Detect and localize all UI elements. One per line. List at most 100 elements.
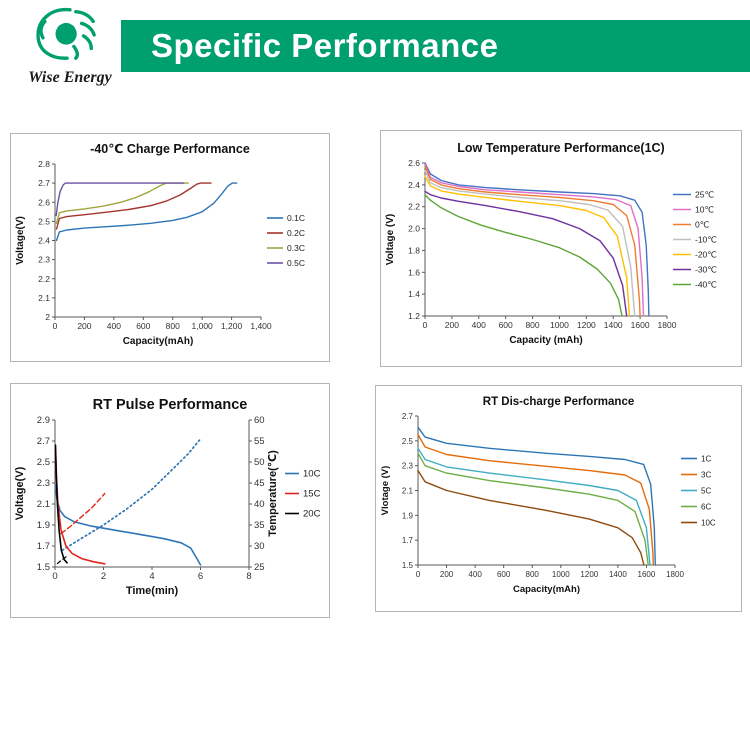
x-tick-label: 800	[526, 570, 540, 579]
y-tick-label: 2.5	[37, 457, 50, 468]
chart-panel-rt-discharge: RT Dis-charge Performance 0 200 400 600 800 10…	[375, 385, 742, 612]
y-tick-label: 2.7	[38, 178, 50, 188]
x-tick-label: 1800	[666, 570, 684, 579]
x-tick-label: 0	[423, 320, 428, 330]
series-line-3C	[417, 433, 654, 566]
x-tick-label: 800	[525, 320, 539, 330]
y-tick-label: 2.8	[38, 159, 50, 169]
x-tick-label: 1,000	[192, 321, 214, 331]
legend-label: 0.5C	[287, 258, 305, 268]
x-tick-label: 200	[77, 321, 91, 331]
x-tick-label: 400	[472, 320, 486, 330]
y-tick-label: 1.7	[402, 536, 414, 545]
x-tick-label: 4	[149, 571, 154, 582]
legend-label: 20C	[303, 509, 321, 520]
logo: Wise Energy	[14, 4, 126, 87]
legend-label: 0.3C	[287, 243, 305, 253]
legend-label: 10C	[303, 469, 321, 480]
y-tick-label: 1.6	[408, 267, 420, 277]
x-tick-label: 1600	[631, 320, 650, 330]
x-axis-label: Capacity (mAh)	[509, 335, 582, 346]
x-tick-label: 1400	[609, 570, 627, 579]
x-tick-label: 1200	[580, 570, 598, 579]
x-tick-label: 1600	[638, 570, 656, 579]
x-tick-label: 8	[246, 571, 251, 582]
legend-label: 10℃	[695, 205, 714, 215]
legend-label: -30℃	[695, 265, 717, 275]
x-tick-label: 6	[198, 571, 203, 582]
y-tick-label: 2.5	[38, 216, 50, 226]
y-tick-label: 2.3	[402, 462, 414, 471]
series-line-20C-temp	[56, 555, 68, 565]
y-tick-label: 2.4	[408, 180, 420, 190]
y2-tick-label: 25	[254, 562, 265, 573]
legend-label: 25℃	[695, 190, 714, 200]
y-tick-label: 2.7	[37, 436, 50, 447]
series-line-10C	[54, 484, 202, 566]
series-line-6C	[417, 452, 649, 566]
lowtemp-figure: Low Temperature Performance(1C) 0 200 400 60…	[385, 141, 717, 346]
discharge-figure: RT Dis-charge Performance 0 200 400 600 800 10…	[380, 396, 716, 595]
y-tick-label: 2.6	[408, 158, 420, 168]
y2-tick-label: 35	[254, 520, 265, 531]
y2-tick-label: 60	[254, 415, 265, 426]
page-title: Specific Performance	[151, 27, 499, 64]
y-tick-label: 1.8	[408, 245, 420, 255]
series-line-0℃	[424, 165, 641, 317]
x-tick-label: 0	[416, 570, 421, 579]
title-banner: Specific Performance	[121, 20, 750, 72]
y-tick-label: 1.7	[37, 541, 50, 552]
x-tick-label: 600	[136, 321, 150, 331]
x-tick-label: 2	[101, 571, 106, 582]
x-tick-label: 1800	[658, 320, 677, 330]
x-tick-label: 1,400	[250, 321, 272, 331]
y-tick-label: 2.2	[38, 274, 50, 284]
series-line-0.1C	[55, 182, 238, 242]
y-tick-label: 2	[45, 312, 50, 322]
y2-tick-label: 40	[254, 499, 265, 510]
y-tick-label: 1.4	[408, 289, 420, 299]
legend-label: 0.1C	[287, 213, 305, 223]
series-line--40℃	[424, 194, 623, 317]
pulse-figure: RT Pulse Performance 0 2 4 6 8 1.5 1.7 1.9 2.1 2.3…	[14, 397, 321, 597]
series-line-25℃	[424, 162, 650, 317]
x-tick-label: 1400	[604, 320, 623, 330]
y-tick-label: 2.1	[402, 487, 414, 496]
series-line-20C	[54, 444, 68, 564]
x-tick-label: 1000	[552, 570, 570, 579]
y-tick-label: 1.9	[37, 520, 50, 531]
chart-panel-rt-pulse: RT Pulse Performance 0 2 4 6 8 1.5 1.7 1.9 2.1 2.3…	[10, 383, 330, 618]
y-axis-label: Voltage (V)	[385, 214, 396, 265]
legend-label: 15C	[303, 489, 321, 500]
x-axis-label: Capacity(mAh)	[123, 336, 194, 347]
series-line-15C-temp	[60, 492, 106, 535]
y2-tick-label: 30	[254, 541, 265, 552]
y-tick-label: 1.5	[402, 561, 414, 570]
chart-title: RT Pulse Performance	[93, 397, 248, 413]
y-tick-label: 2.9	[37, 415, 50, 426]
chart-title: RT Dis-charge Performance	[483, 396, 634, 408]
x-tick-label: 200	[440, 570, 454, 579]
x-tick-label: 200	[445, 320, 459, 330]
series-line-1C	[417, 426, 656, 566]
y-tick-label: 2.3	[38, 255, 50, 265]
x-tick-label: 1000	[550, 320, 569, 330]
series-line-0.3C	[55, 182, 189, 225]
series-line-0.5C	[55, 182, 185, 217]
y-tick-label: 1.9	[402, 511, 414, 520]
x-tick-label: 400	[107, 321, 121, 331]
legend-label: 10C	[701, 519, 716, 528]
y2-tick-label: 45	[254, 478, 265, 489]
y-tick-label: 2.0	[408, 224, 420, 234]
x-tick-label: 800	[166, 321, 180, 331]
y-tick-label: 2.5	[402, 437, 414, 446]
y-tick-label: 2.1	[38, 293, 50, 303]
legend-label: 1C	[701, 455, 711, 464]
lion-icon	[36, 8, 96, 60]
y-tick-label: 2.6	[38, 197, 50, 207]
x-tick-label: 0	[52, 571, 57, 582]
y-tick-label: 1.5	[37, 562, 50, 573]
series-line-15C	[54, 448, 106, 565]
y2-axis-label: Temperature(℃)	[267, 450, 279, 537]
